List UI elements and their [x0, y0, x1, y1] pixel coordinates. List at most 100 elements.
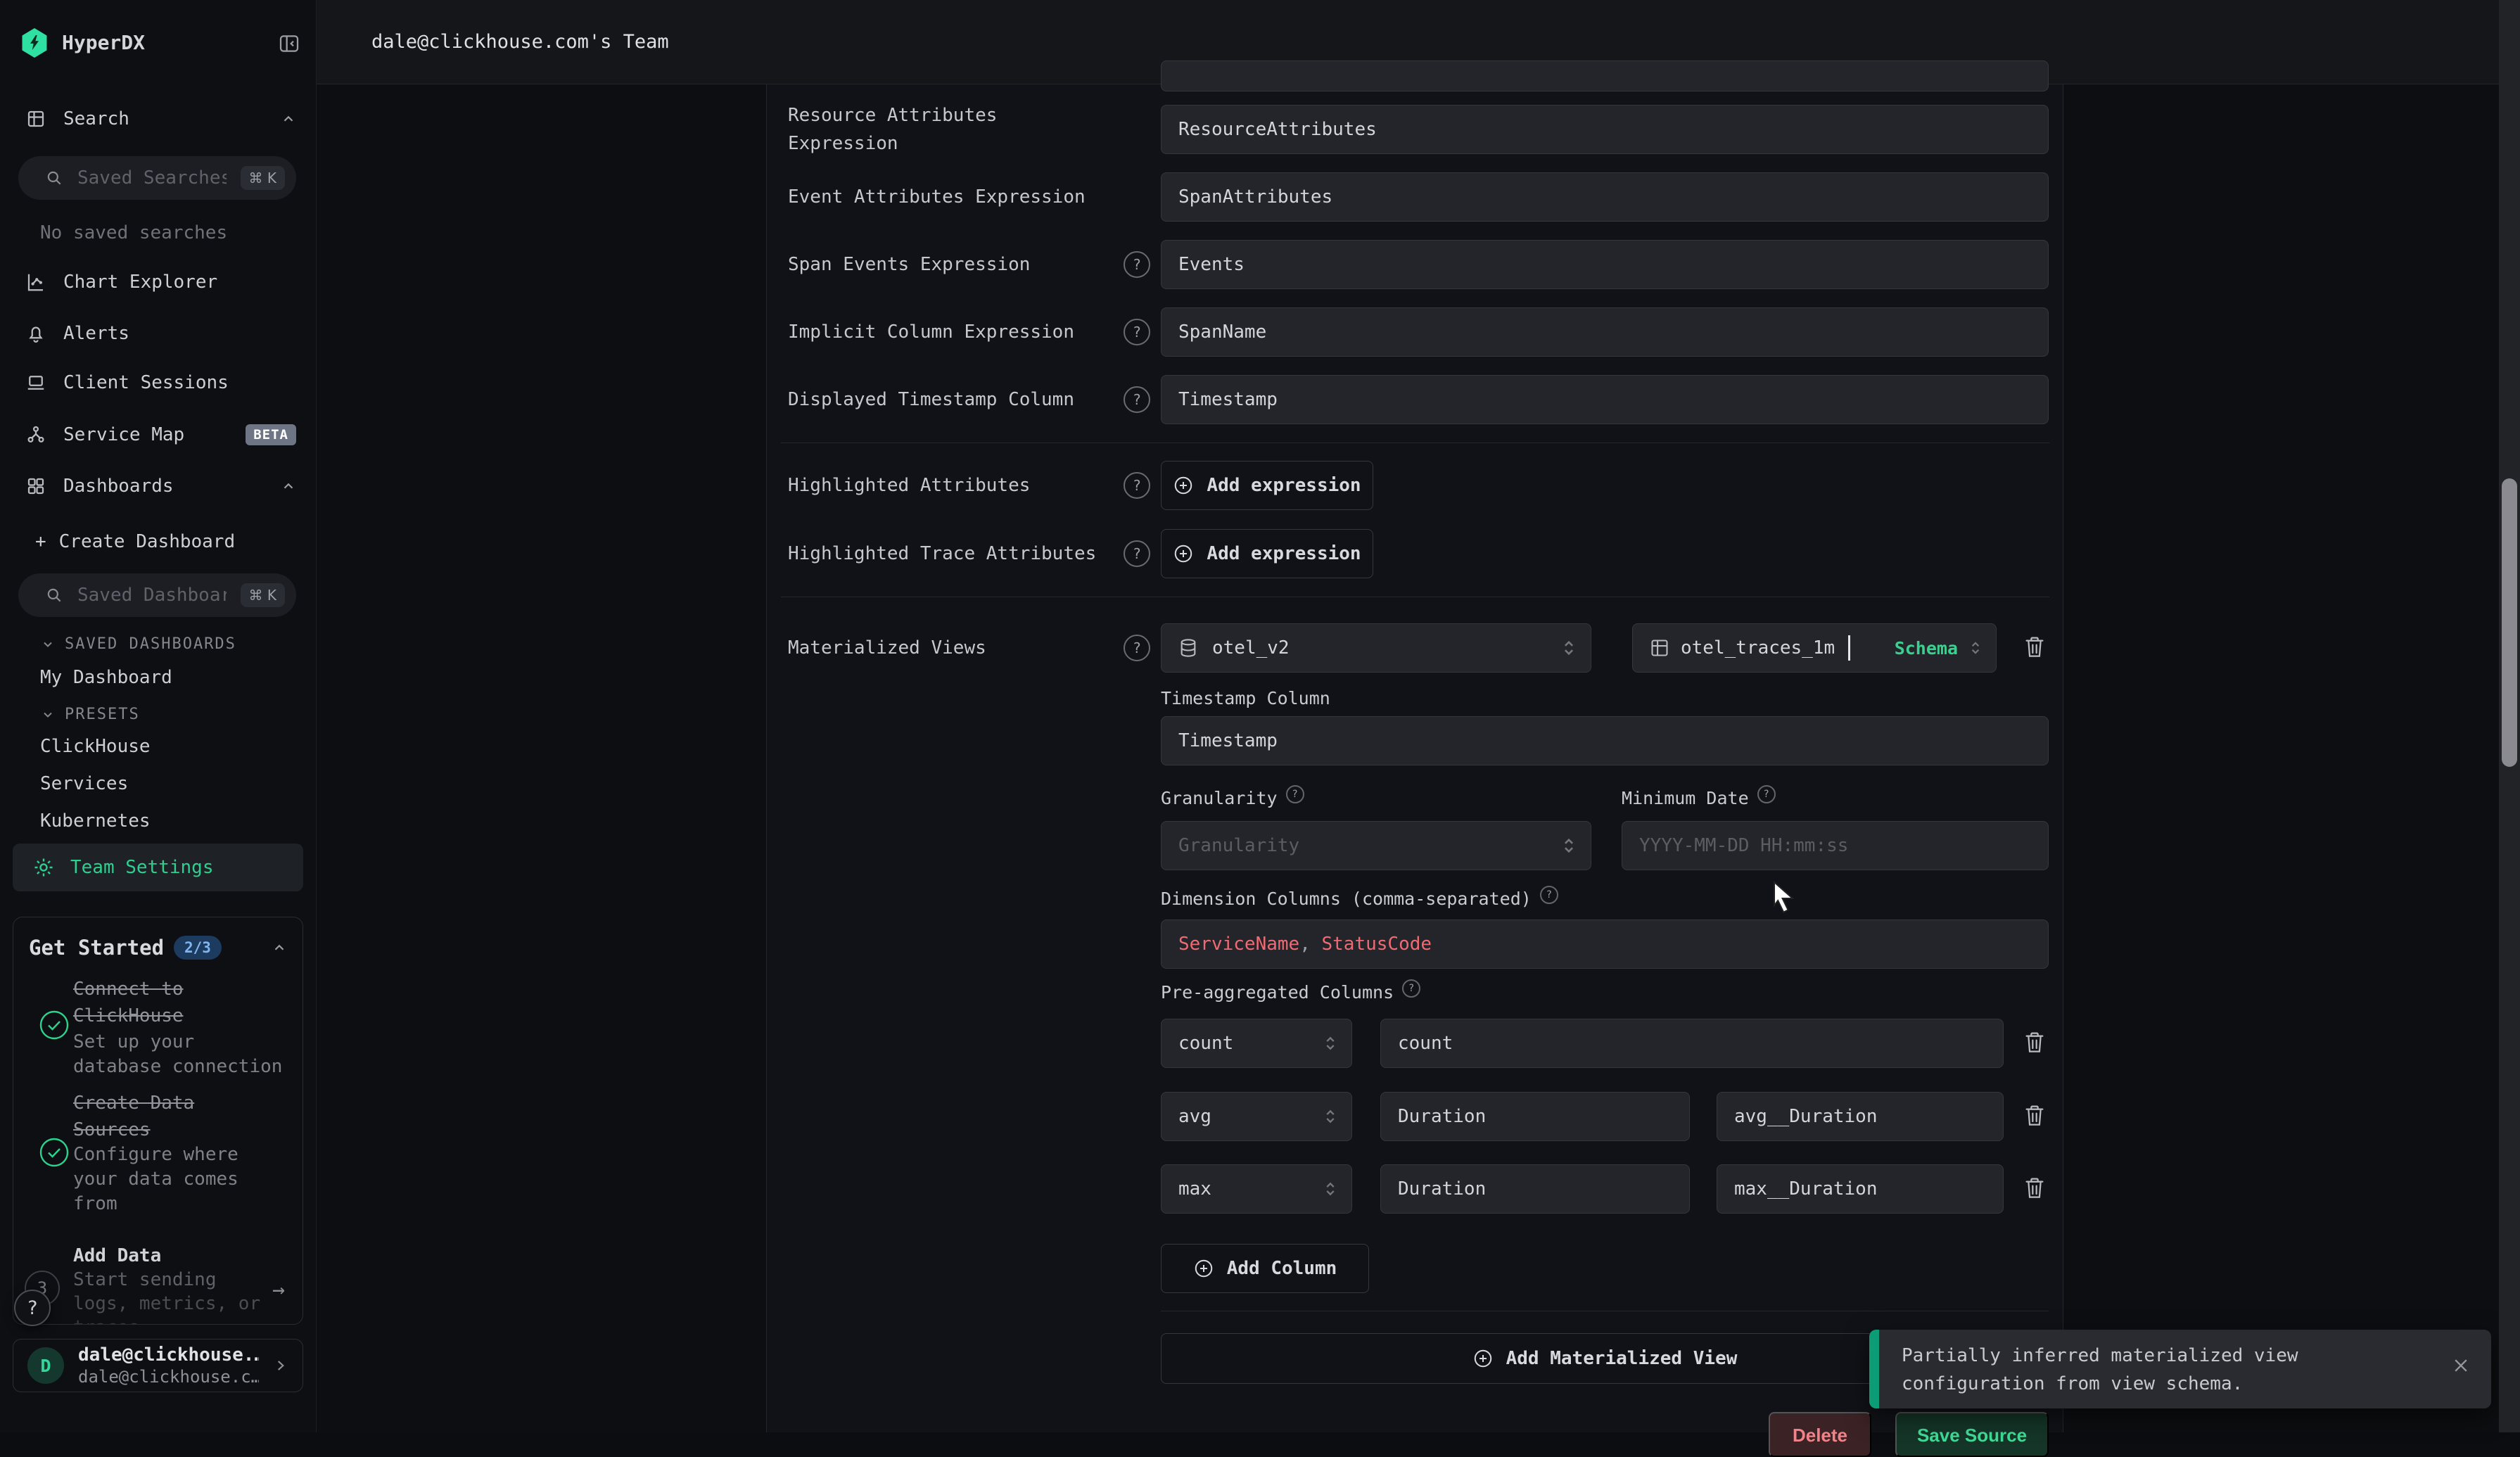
delete-column-button[interactable]: [2023, 1103, 2046, 1128]
section-presets[interactable]: PRESETS: [41, 706, 140, 723]
arrow-right-icon[interactable]: →: [272, 1278, 286, 1302]
sidebar-group-search-label: Search: [63, 108, 129, 129]
add-materialized-view-button[interactable]: Add Materialized View: [1161, 1333, 2049, 1384]
help-icon[interactable]: ?: [1539, 885, 1558, 904]
minimum-date-input[interactable]: [1639, 835, 2031, 856]
alias-field: [1717, 1164, 2004, 1214]
bell-icon: [29, 326, 43, 343]
field-label: Event Attributes Expression: [788, 186, 1086, 208]
alias-input[interactable]: [1734, 1106, 1986, 1127]
saved-searches-search[interactable]: ⌘ K: [18, 156, 296, 200]
delete-source-button[interactable]: Delete: [1769, 1412, 1871, 1457]
database-select[interactable]: otel_v2: [1161, 623, 1591, 673]
help-icon[interactable]: ?: [1402, 979, 1421, 998]
dimension-columns-field[interactable]: ServiceName, StatusCode: [1161, 920, 2049, 969]
chevron-up-icon[interactable]: [281, 111, 296, 127]
clipped-input-top[interactable]: [1161, 61, 2049, 91]
sidebar-item-label: Client Sessions: [63, 372, 229, 393]
chevron-up-icon[interactable]: [281, 478, 296, 494]
field-label: Resource Attributes Expression: [788, 105, 998, 154]
aggregation-fn-select[interactable]: avg: [1161, 1092, 1352, 1141]
saved-dashboards-search[interactable]: ⌘ K: [18, 573, 296, 617]
gear-icon: [34, 858, 53, 877]
select-chevrons-icon: [1565, 640, 1573, 656]
aggregation-fn-select[interactable]: max: [1161, 1164, 1352, 1214]
sidebar-item-client-sessions[interactable]: Client Sessions: [0, 367, 316, 399]
text-caret: [1848, 635, 1851, 661]
step3-title[interactable]: Add Data: [73, 1245, 162, 1266]
aggregation-fn-select[interactable]: count: [1161, 1019, 1352, 1068]
alias-field: [1717, 1092, 2004, 1141]
step1-title[interactable]: Connect to ClickHouse: [73, 979, 184, 1026]
delete-column-button[interactable]: [2023, 1176, 2046, 1201]
toast-message: Partially inferred materialized view con…: [1902, 1345, 2298, 1394]
sidebar-item-chart-explorer[interactable]: Chart Explorer: [0, 266, 316, 298]
table-icon: [1651, 640, 1668, 656]
check-circle-icon: [39, 1010, 70, 1041]
step2-title[interactable]: Create Data Sources: [73, 1093, 195, 1140]
alias-input[interactable]: [1734, 1178, 1986, 1200]
create-dashboard-button[interactable]: + Create Dashboard: [35, 531, 235, 552]
help-icon[interactable]: ?: [1124, 635, 1150, 661]
sidebar-group-dashboards-label: Dashboards: [63, 476, 174, 497]
save-source-button[interactable]: Save Source: [1895, 1412, 2049, 1457]
help-icon[interactable]: ?: [1757, 784, 1776, 803]
close-icon[interactable]: [2452, 1356, 2470, 1375]
user-email: dale@clickhouse.c…: [78, 1367, 259, 1387]
saved-searches-input[interactable]: [77, 167, 227, 189]
form-row-implicit-column: Implicit Column Expression ?: [788, 307, 2049, 357]
sidebar-item-clickhouse[interactable]: ClickHouse: [40, 736, 151, 757]
mouse-cursor: [1774, 881, 1795, 913]
help-icon[interactable]: ?: [1285, 784, 1304, 803]
delete-view-button[interactable]: [2023, 635, 2046, 660]
select-chevrons-icon: [1326, 1036, 1335, 1050]
saved-dashboards-input[interactable]: [77, 585, 227, 606]
expression-input[interactable]: [1398, 1033, 1986, 1054]
page-title: dale@clickhouse.com's Team: [371, 31, 669, 53]
trash-icon: [2025, 1032, 2044, 1052]
help-icon[interactable]: ?: [1124, 386, 1150, 413]
span-events-input[interactable]: [1178, 254, 2031, 275]
user-menu[interactable]: D dale@clickhouse.… dale@clickhouse.c…: [13, 1339, 303, 1392]
field-label: Implicit Column Expression: [788, 322, 1074, 343]
implicit-column-input[interactable]: [1178, 322, 2031, 343]
expression-input[interactable]: [1398, 1178, 1672, 1200]
granularity-label: Granularity ?: [1161, 784, 1304, 808]
plus-circle-icon: [1195, 1259, 1212, 1278]
sidebar-item-kubernetes[interactable]: Kubernetes: [40, 810, 151, 832]
help-icon[interactable]: ?: [1124, 319, 1150, 345]
scrollbar-thumb[interactable]: [2502, 478, 2517, 767]
resource-attributes-input[interactable]: [1178, 119, 2031, 140]
scrollbar-track[interactable]: [2499, 0, 2520, 1432]
expression-input[interactable]: [1398, 1106, 1672, 1127]
sidebar-item-service-map[interactable]: Service Map BETA: [0, 419, 316, 451]
collapse-sidebar-icon[interactable]: [278, 32, 300, 55]
sidebar-group-dashboards[interactable]: Dashboards: [0, 470, 316, 502]
sidebar-item-my-dashboard[interactable]: My Dashboard: [40, 667, 172, 688]
granularity-select[interactable]: Granularity: [1161, 821, 1591, 870]
add-column-button[interactable]: Add Column: [1161, 1244, 1369, 1293]
form-row-span-events: Span Events Expression ?: [788, 240, 2049, 289]
mv-timestamp-input[interactable]: [1178, 730, 2031, 751]
sidebar-item-alerts[interactable]: Alerts: [0, 317, 316, 350]
event-attributes-input[interactable]: [1178, 186, 2031, 208]
search-icon: [47, 588, 61, 602]
add-expression-button[interactable]: Add expression: [1161, 529, 1373, 578]
sidebar-item-team-settings[interactable]: Team Settings: [13, 844, 303, 891]
section-label: SAVED DASHBOARDS: [65, 635, 236, 653]
help-icon[interactable]: ?: [1124, 251, 1150, 278]
schema-button[interactable]: Schema: [1894, 637, 1958, 658]
sidebar-group-search[interactable]: Search: [0, 103, 316, 135]
add-expression-button[interactable]: Add expression: [1161, 461, 1373, 510]
section-saved-dashboards[interactable]: SAVED DASHBOARDS: [41, 635, 236, 653]
help-button[interactable]: ?: [14, 1290, 51, 1326]
chevron-up-icon[interactable]: [272, 940, 287, 955]
team-settings-label: Team Settings: [70, 857, 214, 878]
displayed-timestamp-input[interactable]: [1178, 389, 2031, 410]
help-icon[interactable]: ?: [1124, 540, 1150, 567]
help-icon[interactable]: ?: [1124, 472, 1150, 499]
delete-column-button[interactable]: [2023, 1030, 2046, 1055]
view-table-combobox[interactable]: otel_traces_1m Schema: [1632, 623, 1997, 673]
sidebar-item-services[interactable]: Services: [40, 773, 129, 794]
granularity-placeholder: Granularity: [1178, 835, 1300, 856]
